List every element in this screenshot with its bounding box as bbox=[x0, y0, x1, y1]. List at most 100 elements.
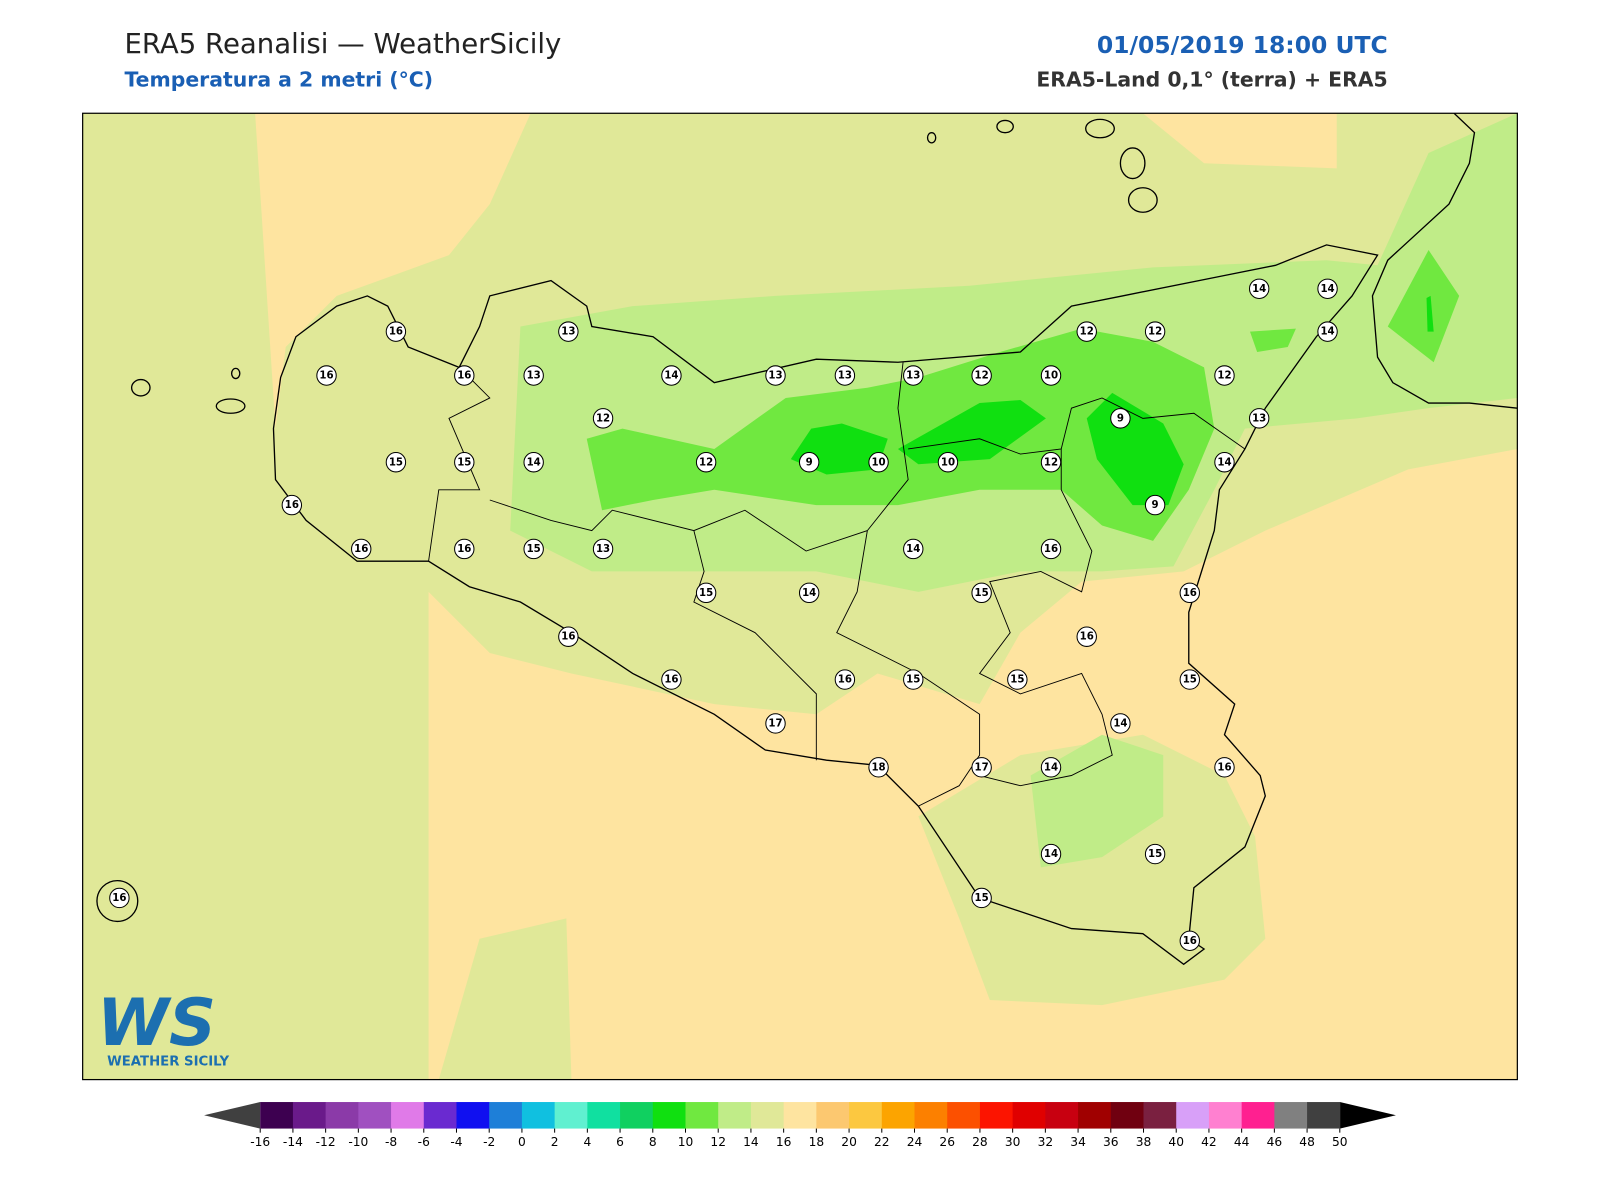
colorbar-tick-label: 14 bbox=[743, 1135, 759, 1149]
station: 16 bbox=[454, 538, 475, 560]
colorbar-swatch bbox=[1274, 1102, 1308, 1129]
station-marker bbox=[592, 538, 614, 560]
colorbar-swatch bbox=[554, 1102, 588, 1129]
station-value: 9 bbox=[1117, 413, 1124, 424]
colorbar-tick-label: -16 bbox=[250, 1135, 270, 1149]
colorbar-swatch bbox=[1176, 1102, 1210, 1129]
station-value: 16 bbox=[457, 544, 471, 555]
colorbar-tick-label: 12 bbox=[710, 1135, 726, 1149]
station: 12 bbox=[695, 452, 717, 473]
colorbar-swatch bbox=[783, 1102, 817, 1129]
colorbar-tick-label: -14 bbox=[283, 1135, 303, 1149]
colorbar-tick-label: -12 bbox=[316, 1135, 336, 1149]
station-marker bbox=[109, 887, 130, 909]
station-marker bbox=[592, 408, 614, 429]
station: 16 bbox=[454, 365, 475, 386]
station-value: 16 bbox=[1183, 936, 1197, 947]
station-value: 17 bbox=[768, 718, 782, 729]
station-marker bbox=[1179, 930, 1200, 952]
station: 16 bbox=[558, 626, 579, 647]
station-marker bbox=[1040, 538, 1062, 560]
station: 13 bbox=[765, 365, 786, 386]
station-value: 13 bbox=[561, 327, 575, 338]
station: 9 bbox=[798, 452, 820, 473]
colorbar-swatch bbox=[292, 1102, 327, 1129]
station: 15 bbox=[454, 452, 475, 473]
colorbar-over bbox=[1339, 1102, 1396, 1129]
station-marker bbox=[281, 494, 303, 516]
station: 16 bbox=[1214, 757, 1235, 778]
sicily-coastline bbox=[272, 244, 1379, 966]
station-value: 9 bbox=[806, 457, 813, 468]
station-value: 16 bbox=[457, 371, 471, 382]
station-marker bbox=[798, 582, 820, 604]
station-value: 18 bbox=[871, 762, 885, 773]
colorbar-swatch bbox=[816, 1102, 850, 1129]
colorbar-tick-label: 26 bbox=[939, 1135, 955, 1149]
station: 12 bbox=[971, 365, 992, 386]
station: 15 bbox=[695, 582, 717, 604]
station-value: 14 bbox=[802, 588, 816, 599]
station: 14 bbox=[1317, 321, 1338, 342]
station-value: 14 bbox=[1217, 457, 1231, 468]
station: 12 bbox=[1076, 321, 1097, 342]
station-marker bbox=[971, 887, 992, 909]
station-value: 14 bbox=[1113, 718, 1127, 729]
station-marker bbox=[695, 452, 717, 473]
station-marker bbox=[1179, 669, 1200, 690]
station: 15 bbox=[385, 452, 407, 473]
station-value: 12 bbox=[975, 371, 989, 382]
station-value: 15 bbox=[975, 588, 989, 599]
station-marker bbox=[661, 365, 682, 386]
colorbar-tick-label: -6 bbox=[418, 1135, 430, 1149]
colorbar-swatch bbox=[1307, 1102, 1341, 1129]
colorbar-tick-label: 22 bbox=[874, 1135, 890, 1149]
station-value: 15 bbox=[906, 675, 920, 686]
station-value: 14 bbox=[1044, 762, 1058, 773]
colorbar-tick-label: 4 bbox=[583, 1135, 591, 1149]
station-marker bbox=[1248, 278, 1270, 299]
station-value: 16 bbox=[1183, 588, 1197, 599]
station-marker bbox=[1040, 843, 1062, 865]
station-value: 10 bbox=[1044, 371, 1058, 382]
colorbar-swatch bbox=[1045, 1102, 1079, 1129]
station-value: 10 bbox=[871, 457, 885, 468]
colorbar-swatch bbox=[260, 1102, 294, 1129]
station-value: 16 bbox=[1044, 544, 1058, 555]
station-marker bbox=[971, 365, 992, 386]
station-value: 16 bbox=[112, 893, 126, 904]
station-marker bbox=[903, 538, 924, 560]
station: 14 bbox=[1110, 713, 1131, 734]
station-value: 14 bbox=[1044, 849, 1058, 860]
station-marker bbox=[765, 713, 786, 734]
station-marker bbox=[868, 757, 889, 778]
station-marker bbox=[1179, 582, 1200, 604]
station: 16 bbox=[109, 887, 130, 909]
temperature-field: 16 16 16 13 13 14 13 13 13 12 10 12 12 14 14 14 12 13 9 12 1… bbox=[82, 113, 1518, 1080]
station-marker bbox=[1040, 452, 1062, 473]
colorbar-tick-label: 20 bbox=[841, 1135, 857, 1149]
colorbar: -16 -14 -12 -10 -8 -6 -4 -2 0 2 4 6 8 10 12 14 16 18 20 22 2… bbox=[204, 1102, 1396, 1149]
station-marker bbox=[523, 538, 544, 560]
colorbar-tick-label: -10 bbox=[348, 1135, 368, 1149]
station: 13 bbox=[592, 538, 614, 560]
station-value: 15 bbox=[975, 893, 989, 904]
colorbar-swatch bbox=[1208, 1102, 1243, 1129]
colorbar-tick-label: -8 bbox=[385, 1135, 397, 1149]
colorbar-tick-label: 16 bbox=[776, 1135, 792, 1149]
station-marker bbox=[834, 669, 856, 690]
station-value: 12 bbox=[1217, 371, 1231, 382]
colorbar-swatch bbox=[685, 1102, 719, 1129]
stations: 16 16 16 13 13 14 13 13 13 12 10 12 12 14 14 14 12 13 9 12 1… bbox=[109, 278, 1338, 952]
station-value: 14 bbox=[527, 457, 541, 468]
station-value: 13 bbox=[768, 371, 782, 382]
map-frame bbox=[82, 112, 1518, 1081]
station: 15 bbox=[1144, 843, 1166, 865]
station-value: 13 bbox=[838, 371, 852, 382]
station-marker bbox=[834, 365, 856, 386]
colorbar-swatch bbox=[1241, 1102, 1275, 1129]
station: 13 bbox=[558, 321, 579, 342]
colorbar-swatch bbox=[521, 1102, 556, 1129]
station-marker bbox=[385, 452, 407, 473]
station-value: 9 bbox=[1152, 500, 1159, 511]
